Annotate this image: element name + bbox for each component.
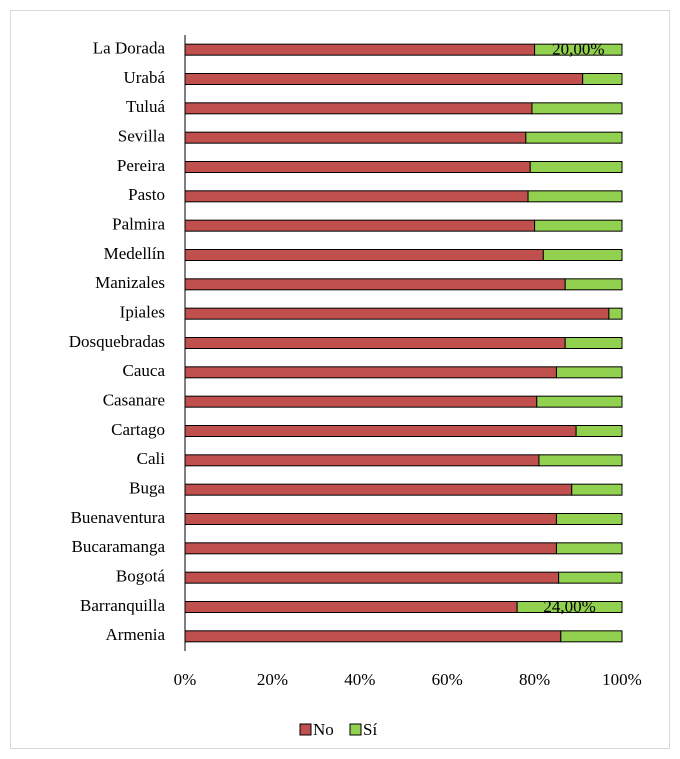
y-tick-label: Pasto bbox=[128, 185, 165, 204]
bar-segment bbox=[516, 601, 623, 613]
bar-segment bbox=[575, 425, 623, 437]
bar-segment bbox=[184, 161, 531, 173]
bar-segment bbox=[582, 73, 623, 85]
y-tick-label: Tuluá bbox=[126, 97, 166, 116]
legend-label: No bbox=[313, 720, 334, 739]
bar-segment bbox=[184, 249, 544, 261]
x-tick-label: 80% bbox=[519, 670, 550, 689]
bar-segment bbox=[184, 73, 584, 85]
bar-segment bbox=[558, 571, 623, 584]
bar-segment bbox=[184, 366, 557, 379]
y-tick-label: Dosquebradas bbox=[69, 332, 165, 351]
y-tick-label: Cauca bbox=[123, 361, 166, 380]
bar-segment bbox=[525, 131, 623, 144]
bar-segment bbox=[184, 131, 527, 144]
y-tick-label: La Dorada bbox=[93, 39, 166, 58]
bar-segment bbox=[538, 454, 623, 467]
y-tick-label: Manizales bbox=[95, 273, 165, 292]
y-tick-label: Pereira bbox=[117, 156, 166, 175]
bar-segment bbox=[555, 366, 623, 379]
y-tick-label: Armenia bbox=[106, 625, 166, 644]
bar-segment bbox=[184, 513, 557, 525]
bar-segment bbox=[534, 219, 623, 232]
legend-label: Sí bbox=[363, 720, 377, 739]
bar-segment bbox=[184, 219, 536, 232]
bar-segment bbox=[184, 190, 529, 203]
bar-segment bbox=[564, 278, 623, 291]
bar-segment bbox=[542, 249, 623, 261]
x-tick-label: 0% bbox=[174, 670, 197, 689]
legend-swatch bbox=[299, 723, 312, 736]
bar-segment bbox=[608, 307, 623, 320]
bar-segment bbox=[555, 513, 623, 525]
bar-segment bbox=[184, 425, 577, 437]
bar-segment bbox=[184, 278, 566, 291]
bar-segment bbox=[529, 161, 623, 173]
y-tick-label: Ipiales bbox=[120, 303, 165, 322]
y-tick-label: Urabá bbox=[123, 68, 165, 87]
x-tick-label: 40% bbox=[344, 670, 375, 689]
y-tick-label: Buga bbox=[129, 479, 165, 498]
x-tick-label: 60% bbox=[432, 670, 463, 689]
bar-segment bbox=[564, 337, 623, 349]
bar-segment bbox=[184, 454, 540, 467]
data-label: 24,00% bbox=[543, 597, 595, 616]
bar-segment bbox=[527, 190, 623, 203]
bar-segment bbox=[184, 542, 557, 555]
y-tick-label: Cali bbox=[137, 449, 166, 468]
bar-segment bbox=[184, 601, 518, 613]
bar-segment bbox=[560, 630, 623, 643]
y-tick-label: Bogotá bbox=[116, 567, 166, 586]
bar-segment bbox=[184, 43, 536, 56]
bar-segment bbox=[184, 395, 538, 408]
y-tick-label: Sevilla bbox=[118, 127, 166, 146]
y-tick-label: Palmira bbox=[112, 215, 165, 234]
y-tick-label: Cartago bbox=[111, 420, 165, 439]
bar-segment bbox=[531, 102, 623, 115]
x-tick-label: 20% bbox=[257, 670, 288, 689]
legend-swatch bbox=[349, 723, 362, 736]
bar-segment bbox=[184, 337, 566, 349]
y-tick-label: Buenaventura bbox=[71, 508, 166, 527]
x-tick-label: 100% bbox=[602, 670, 642, 689]
y-tick-label: Medellín bbox=[104, 244, 166, 263]
bar-segment bbox=[184, 307, 610, 320]
bar-segment bbox=[184, 483, 573, 496]
bar-segment bbox=[536, 395, 623, 408]
bar-segment bbox=[555, 542, 623, 555]
data-label: 20,00% bbox=[552, 40, 604, 59]
y-tick-label: Casanare bbox=[103, 391, 165, 410]
bar-segment bbox=[534, 43, 623, 56]
bar-segment bbox=[184, 630, 562, 643]
y-tick-label: Bucaramanga bbox=[72, 537, 166, 556]
y-tick-label: Barranquilla bbox=[80, 596, 165, 615]
bar-segment bbox=[184, 102, 533, 115]
bar-segment bbox=[571, 483, 623, 496]
bar-segment bbox=[184, 571, 560, 584]
